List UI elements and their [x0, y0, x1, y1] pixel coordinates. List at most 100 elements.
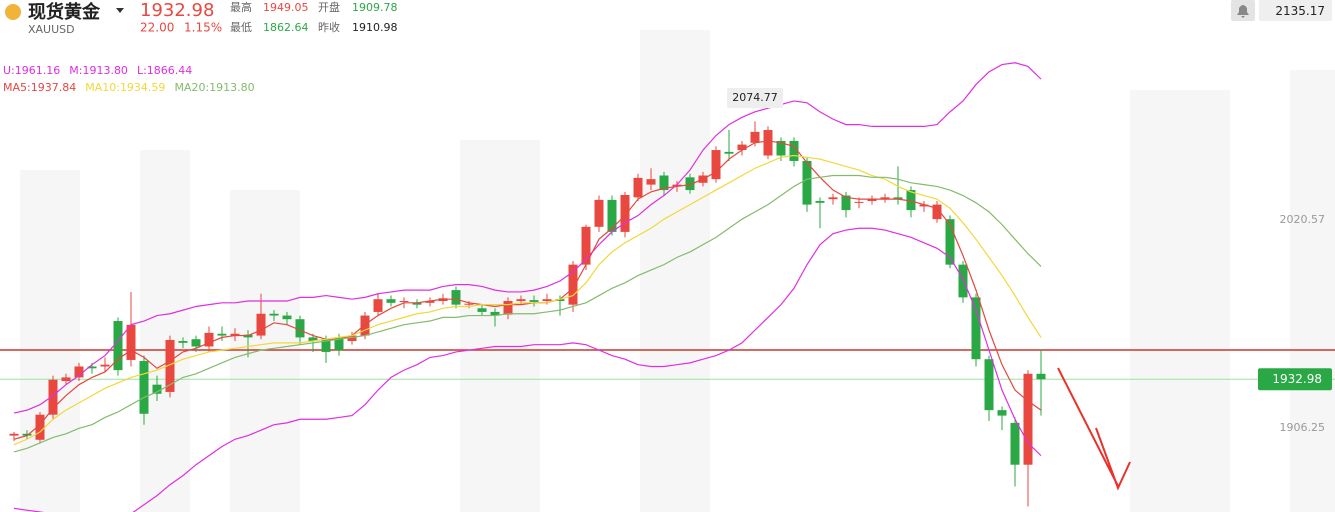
- change: 22.00: [140, 21, 174, 35]
- dropdown-arrow[interactable]: [116, 8, 124, 13]
- candle-body: [711, 150, 721, 180]
- candle-body: [906, 190, 916, 211]
- candle-body: [87, 366, 97, 369]
- candle-body: [373, 299, 383, 312]
- candle-body: [477, 308, 487, 312]
- candle-body: [529, 300, 539, 302]
- candle-body: [152, 384, 162, 394]
- candle-body: [542, 299, 552, 302]
- candle-body: [191, 339, 201, 347]
- candle-body: [802, 160, 812, 205]
- candle-body: [568, 264, 578, 305]
- candle-body: [997, 410, 1007, 416]
- candle-body: [646, 179, 656, 185]
- candle-body: [412, 302, 422, 305]
- boll-line: [13, 62, 1042, 414]
- legend-entry: U:1961.16: [3, 64, 60, 77]
- candle-body: [334, 337, 344, 351]
- legend-entry: MA20:1913.80: [174, 81, 254, 94]
- y-tick-label: 2135.17: [1275, 4, 1325, 18]
- candle-body: [386, 299, 396, 303]
- candle-body: [1010, 422, 1020, 465]
- top-price-box: [1259, 0, 1332, 21]
- candle-body: [48, 379, 58, 415]
- open-value: 1909.78: [352, 1, 398, 14]
- candle-body: [737, 144, 747, 151]
- candle-body: [828, 197, 838, 200]
- y-tick-label: 1906.25: [1280, 421, 1326, 434]
- ma-line: [13, 140, 1042, 440]
- candle-body: [165, 339, 175, 392]
- candle-body: [633, 177, 643, 198]
- candle-body: [451, 290, 461, 305]
- candle-body: [1036, 373, 1046, 380]
- annotation-arrow: [1057, 367, 1131, 491]
- high-label: 最高: [230, 0, 252, 14]
- candle-body: [347, 335, 357, 342]
- candle-body: [841, 195, 851, 211]
- candle-body: [685, 177, 695, 191]
- candle-body: [126, 324, 136, 360]
- candle-body: [360, 315, 370, 336]
- candle-body: [789, 140, 799, 161]
- price-tag-label: 1932.98: [1272, 372, 1322, 386]
- background-skyline: [20, 30, 1335, 512]
- low-label: 最低: [230, 21, 252, 34]
- candle-body: [932, 204, 942, 220]
- legend-entry: M:1913.80: [69, 64, 128, 77]
- candle-body: [113, 321, 123, 371]
- gold-icon: [5, 4, 21, 20]
- candle-body: [503, 301, 513, 315]
- candle-body: [763, 130, 773, 156]
- candle-body: [984, 359, 994, 411]
- y-tick-label: 2020.57: [1280, 213, 1326, 226]
- title: 现货黄金: [28, 1, 101, 23]
- candle-body: [74, 366, 84, 378]
- legend-entry: MA10:1934.59: [85, 81, 165, 94]
- prev-close-value: 1910.98: [352, 21, 398, 34]
- candle-body: [256, 313, 266, 336]
- candle-body: [750, 131, 760, 143]
- candle-body: [139, 361, 149, 414]
- price: 1932.98: [140, 0, 214, 21]
- candle-body: [581, 226, 591, 265]
- candle-body: [490, 311, 500, 316]
- candle-body: [776, 140, 786, 156]
- high-value: 1949.05: [263, 1, 309, 14]
- max-label-box: [727, 88, 783, 108]
- candle-body: [204, 332, 214, 347]
- bell-icon: [1237, 5, 1249, 18]
- change-pct: 1.15%: [184, 21, 222, 35]
- candle-body: [399, 301, 409, 303]
- candle-body: [971, 297, 981, 360]
- candle-body: [854, 201, 864, 203]
- candle-body: [321, 339, 331, 352]
- candle-body: [659, 175, 669, 191]
- boll-line: [13, 227, 1042, 512]
- candle-body: [893, 197, 903, 200]
- candle-body: [945, 219, 955, 265]
- ma-line: [13, 174, 1042, 453]
- candle-body: [672, 184, 682, 187]
- max-label: 2074.77: [732, 91, 778, 104]
- candle-body: [464, 303, 474, 305]
- candle-body: [22, 433, 32, 436]
- candle-body: [815, 200, 825, 203]
- candle-body: [620, 194, 630, 232]
- low-value: 1862.64: [263, 21, 309, 34]
- candle-body: [282, 315, 292, 320]
- candle-body: [867, 199, 877, 201]
- ma-line: [13, 154, 1042, 446]
- prev-close-label: 昨收: [318, 20, 340, 34]
- candle-body: [1023, 373, 1033, 465]
- candle-body: [295, 319, 305, 338]
- candle-body: [555, 299, 565, 302]
- candle-body: [269, 313, 279, 316]
- candle-body: [880, 197, 890, 200]
- legend-entry: L:1866.44: [137, 64, 192, 77]
- plot-area: [0, 62, 1335, 512]
- candle-body: [594, 199, 604, 227]
- candle-body: [9, 433, 19, 436]
